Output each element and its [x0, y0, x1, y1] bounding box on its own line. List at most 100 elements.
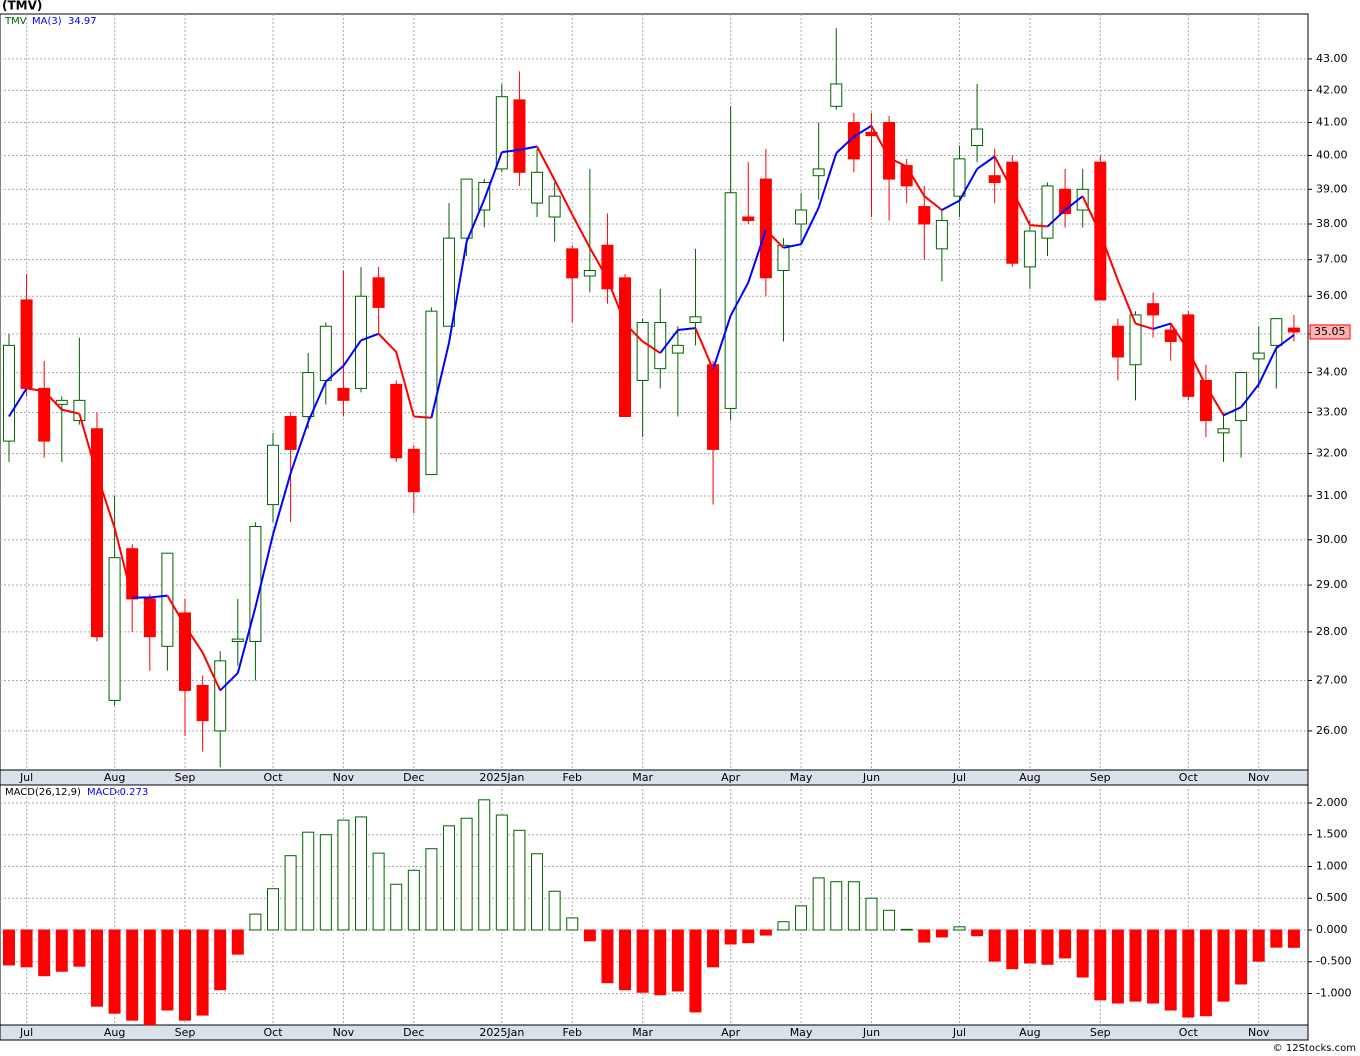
candle-body	[108, 557, 121, 701]
candle-body	[267, 444, 280, 506]
ma-segment	[1064, 195, 1084, 211]
candle-body	[1111, 325, 1124, 358]
macd-bar	[108, 929, 121, 1014]
ma-segment	[96, 474, 116, 529]
ma-segment	[976, 155, 996, 170]
candle-body	[601, 244, 614, 290]
macd-bar	[1252, 929, 1265, 962]
ma-segment	[765, 229, 785, 249]
candle-body	[38, 387, 51, 442]
macd-bar	[460, 817, 473, 931]
candle-body	[1059, 188, 1072, 215]
macd-bar	[1164, 929, 1177, 1011]
macd-bar	[1217, 929, 1230, 1002]
candle-body	[1023, 230, 1036, 268]
legend-macd-label: MACD:	[87, 787, 120, 798]
x-tick-label: Oct	[1179, 1026, 1199, 1039]
candle-body	[319, 325, 332, 381]
x-tick-label: Nov	[1248, 1026, 1270, 1039]
candle-body	[302, 372, 315, 418]
ma-segment	[642, 340, 661, 354]
ma-segment	[571, 214, 591, 249]
ma-segment	[1240, 383, 1260, 408]
x-tick-label: Apr	[721, 771, 741, 784]
ma-segment	[1011, 189, 1031, 226]
ma-segment	[184, 625, 204, 654]
ma-segment	[360, 332, 379, 342]
macd-bar	[830, 881, 843, 931]
y-tick-label: 36.00	[1316, 289, 1348, 302]
x-tick-label: Sep	[1090, 771, 1111, 784]
macd-bar	[953, 926, 966, 931]
candle-body	[1006, 161, 1019, 264]
macd-bar	[566, 917, 579, 931]
ma-segment	[712, 315, 732, 370]
candle-body	[1129, 314, 1142, 366]
ma-segment	[1099, 233, 1119, 281]
ma-segment	[783, 243, 802, 249]
y-tick-label: 43.00	[1316, 52, 1348, 65]
y-tick-label: 40.00	[1316, 148, 1348, 161]
candle-body	[513, 99, 526, 173]
x-tick-label: Feb	[562, 1026, 581, 1039]
x-tick-label: Nov	[333, 1026, 355, 1039]
macd-bar	[1182, 929, 1195, 1018]
ma-segment	[43, 390, 63, 411]
x-axis-strip	[0, 769, 1309, 786]
y-tick-label: 26.00	[1316, 724, 1348, 737]
macd-bar	[601, 929, 614, 984]
ma-segment	[236, 607, 257, 674]
ma-segment	[677, 327, 696, 332]
ma-segment	[8, 387, 28, 418]
macd-bar	[214, 929, 227, 991]
price-tag	[1309, 324, 1351, 340]
macd-bar	[671, 929, 684, 992]
macd-bar	[636, 929, 649, 993]
macd-bar	[548, 890, 561, 931]
ma-segment	[1152, 322, 1171, 330]
ma-segment	[800, 207, 820, 245]
macd-bar	[495, 814, 508, 931]
y-tick-label: 38.00	[1316, 217, 1348, 230]
candle-body	[654, 321, 667, 370]
x-tick-label: Nov	[333, 771, 355, 784]
ma-segment	[113, 527, 134, 598]
candle-body	[337, 387, 350, 401]
y-tick-label: 39.00	[1316, 182, 1348, 195]
candle-body	[284, 416, 297, 450]
ma-segment	[413, 415, 432, 419]
macd-bar	[513, 829, 526, 931]
candle-body	[1094, 161, 1107, 301]
macd-bar	[918, 929, 931, 943]
ma-segment	[501, 148, 520, 154]
candle-body	[883, 122, 896, 180]
ma-segment	[430, 342, 450, 418]
ma-segment	[694, 327, 714, 370]
candle-body	[126, 548, 139, 600]
macd-bar	[38, 929, 51, 977]
macd-bar	[883, 909, 896, 931]
macd-bar	[707, 929, 720, 968]
x-axis-strip	[0, 1024, 1309, 1041]
macd-bar	[847, 881, 860, 931]
macd-bar	[1270, 929, 1283, 948]
x-tick-label: May	[790, 771, 813, 784]
x-tick-label: Aug	[1019, 771, 1040, 784]
ma-segment	[61, 408, 80, 415]
y-tick-label: 31.00	[1316, 489, 1348, 502]
macd-bar	[812, 877, 825, 931]
x-tick-label: Dec	[403, 771, 424, 784]
macd-bar	[267, 888, 280, 931]
macd-bar	[777, 921, 790, 931]
candle-body	[971, 128, 984, 147]
ma-segment	[78, 413, 98, 475]
candle-body	[548, 195, 561, 218]
candle-body	[495, 96, 508, 170]
x-tick-label: Mar	[632, 1026, 653, 1039]
macd-bar	[900, 928, 913, 931]
candle-body	[143, 598, 156, 638]
candle-body	[73, 399, 86, 422]
candle-body	[390, 383, 403, 459]
macd-bar	[302, 831, 315, 931]
